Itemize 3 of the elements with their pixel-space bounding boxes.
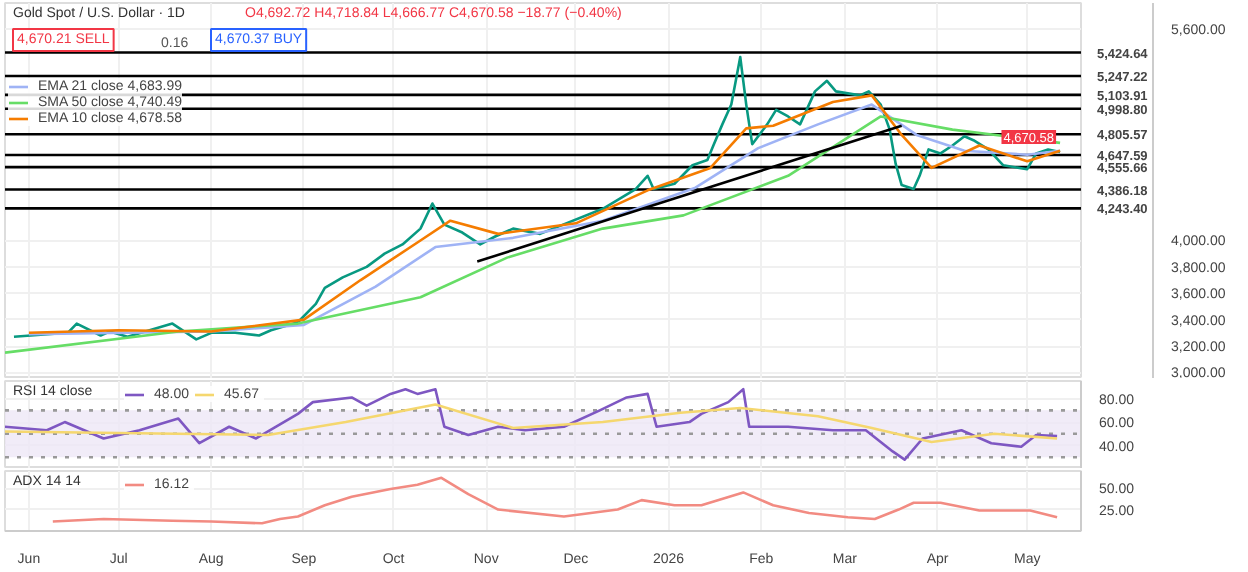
line-series: [12, 55, 1062, 341]
line-series: [5, 403, 1059, 444]
line-series: [5, 387, 1059, 461]
